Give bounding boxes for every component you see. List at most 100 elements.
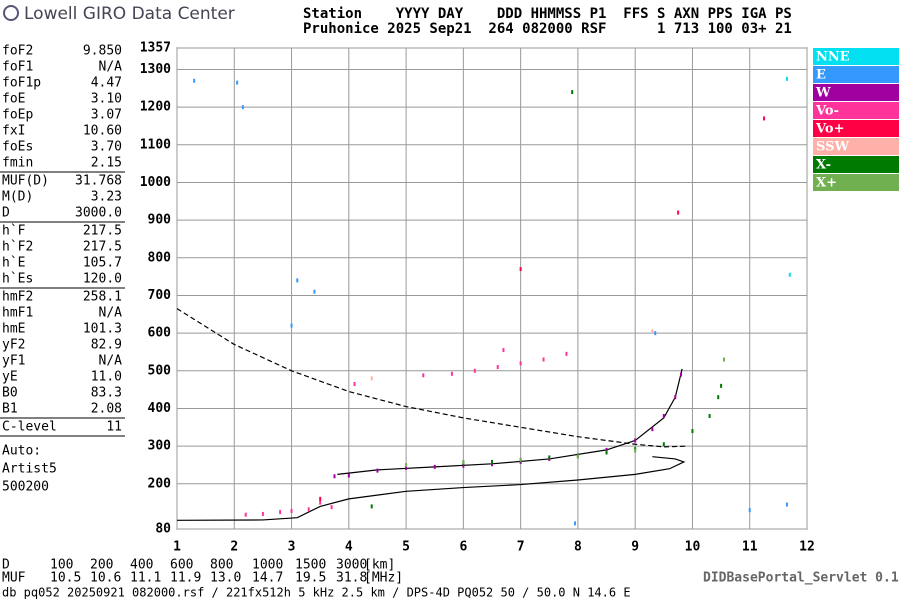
echo-point — [717, 395, 720, 400]
param-name: foF1p — [2, 76, 41, 91]
param-name: h`F — [2, 224, 26, 239]
param-name: yF1 — [2, 354, 25, 369]
y-tick-label: 500 — [148, 363, 172, 378]
echo-point — [565, 351, 568, 356]
x-tick-label: 3 — [288, 540, 296, 555]
param-value: 31.768 — [75, 174, 122, 189]
param-name: B0 — [2, 386, 18, 401]
param-value: 2.08 — [91, 402, 122, 417]
param-name: yE — [2, 370, 18, 385]
echo-point — [313, 289, 316, 294]
echo-point — [519, 361, 522, 366]
param-value: 11 — [106, 420, 122, 435]
echo-point — [748, 508, 751, 513]
echo-point — [450, 371, 453, 376]
echo-point — [491, 459, 493, 464]
header-line: Station YYYY DAY DDD HHMMSS P1 FFS S AXN… — [303, 6, 792, 22]
param-value: 105.7 — [83, 256, 122, 271]
echo-point — [433, 464, 436, 469]
legend-swatch — [813, 120, 899, 137]
param-name: fmin — [2, 156, 33, 171]
bottom-cell: 10.5 — [50, 571, 81, 586]
legend-swatch — [813, 84, 899, 101]
echo-point — [785, 76, 788, 81]
echo-point — [353, 381, 356, 386]
echo-point — [330, 505, 333, 510]
x-tick-label: 10 — [685, 540, 701, 555]
echo-point — [654, 331, 657, 336]
legend-label: X- — [816, 158, 831, 173]
param-value: 82.9 — [91, 338, 122, 353]
legend-swatch — [813, 174, 899, 191]
echo-point — [691, 429, 694, 434]
legend-swatch — [813, 102, 899, 119]
param-name: h`E — [2, 256, 25, 271]
echo-point — [491, 462, 493, 467]
param-value: 2.15 — [91, 156, 122, 171]
param-name: C-level — [2, 420, 57, 435]
param-name: M(D) — [2, 190, 33, 205]
legend-swatch — [813, 48, 899, 65]
legend-label: NNE — [816, 50, 850, 65]
echo-point — [680, 372, 682, 377]
param-value: 217.5 — [83, 240, 122, 255]
y-tick-label: 1000 — [140, 175, 171, 190]
echo-point — [405, 465, 408, 470]
echo-point — [241, 105, 244, 110]
echo-point — [422, 373, 425, 378]
legend-label: X+ — [816, 176, 837, 191]
echo-point — [236, 80, 239, 85]
echo-point — [307, 507, 310, 512]
bottom-cell: 200 — [90, 558, 113, 573]
x-tick-label: 1 — [173, 540, 181, 555]
param-name: B1 — [2, 402, 18, 417]
echo-point — [370, 504, 373, 509]
echo-point — [333, 474, 336, 479]
y-tick-label: 200 — [148, 476, 172, 491]
bottom-cell: 11.9 — [170, 571, 201, 586]
bottom-cell: 800 — [210, 558, 233, 573]
param-name: foE — [2, 92, 25, 107]
echo-point — [720, 383, 723, 388]
legend-label: SSW — [816, 140, 849, 155]
bottom-cell: 600 — [170, 558, 193, 573]
profile-curve — [176, 308, 687, 448]
legend-swatch — [813, 66, 899, 83]
echo-point — [634, 438, 637, 443]
bottom-cell: D — [2, 558, 10, 573]
auto-label: Artist5 — [2, 462, 57, 477]
echo-point — [290, 508, 293, 513]
param-value: 3000.0 — [75, 206, 122, 221]
param-name: foF1 — [2, 60, 33, 75]
bottom-cell: 13.0 — [210, 571, 241, 586]
x-tick-label: 9 — [631, 540, 639, 555]
param-value: 101.3 — [83, 322, 122, 337]
x-tick-label: 8 — [574, 540, 582, 555]
echo-point — [542, 357, 545, 362]
param-value: N/A — [99, 60, 123, 75]
param-name: hmE — [2, 322, 25, 337]
param-name: foEs — [2, 140, 33, 155]
y-tick-label: 700 — [148, 288, 172, 303]
echo-point — [376, 468, 379, 473]
param-name: hmF2 — [2, 290, 33, 305]
echo-point — [462, 463, 465, 468]
y-tick-label: 1200 — [140, 100, 171, 115]
x-tick-label: 2 — [230, 540, 238, 555]
footer: db pq052 20250921 082000.rsf / 221fx512h… — [2, 586, 631, 600]
servlet: DIDBasePortal_Servlet 0.1 — [703, 571, 899, 586]
y-tick-label: 1300 — [140, 62, 171, 77]
echo-point — [763, 116, 766, 121]
echo-point — [576, 454, 579, 459]
legend-label: Vo- — [815, 104, 839, 119]
param-value: 3.10 — [91, 92, 122, 107]
echo-point — [677, 210, 680, 215]
bottom-cell: 3000 — [336, 558, 367, 573]
param-value: N/A — [99, 354, 123, 369]
echo-point — [548, 455, 551, 460]
title: Lowell GIRO Data Center — [24, 4, 235, 24]
echo-point — [674, 395, 677, 400]
x-tick-label: 11 — [742, 540, 758, 555]
